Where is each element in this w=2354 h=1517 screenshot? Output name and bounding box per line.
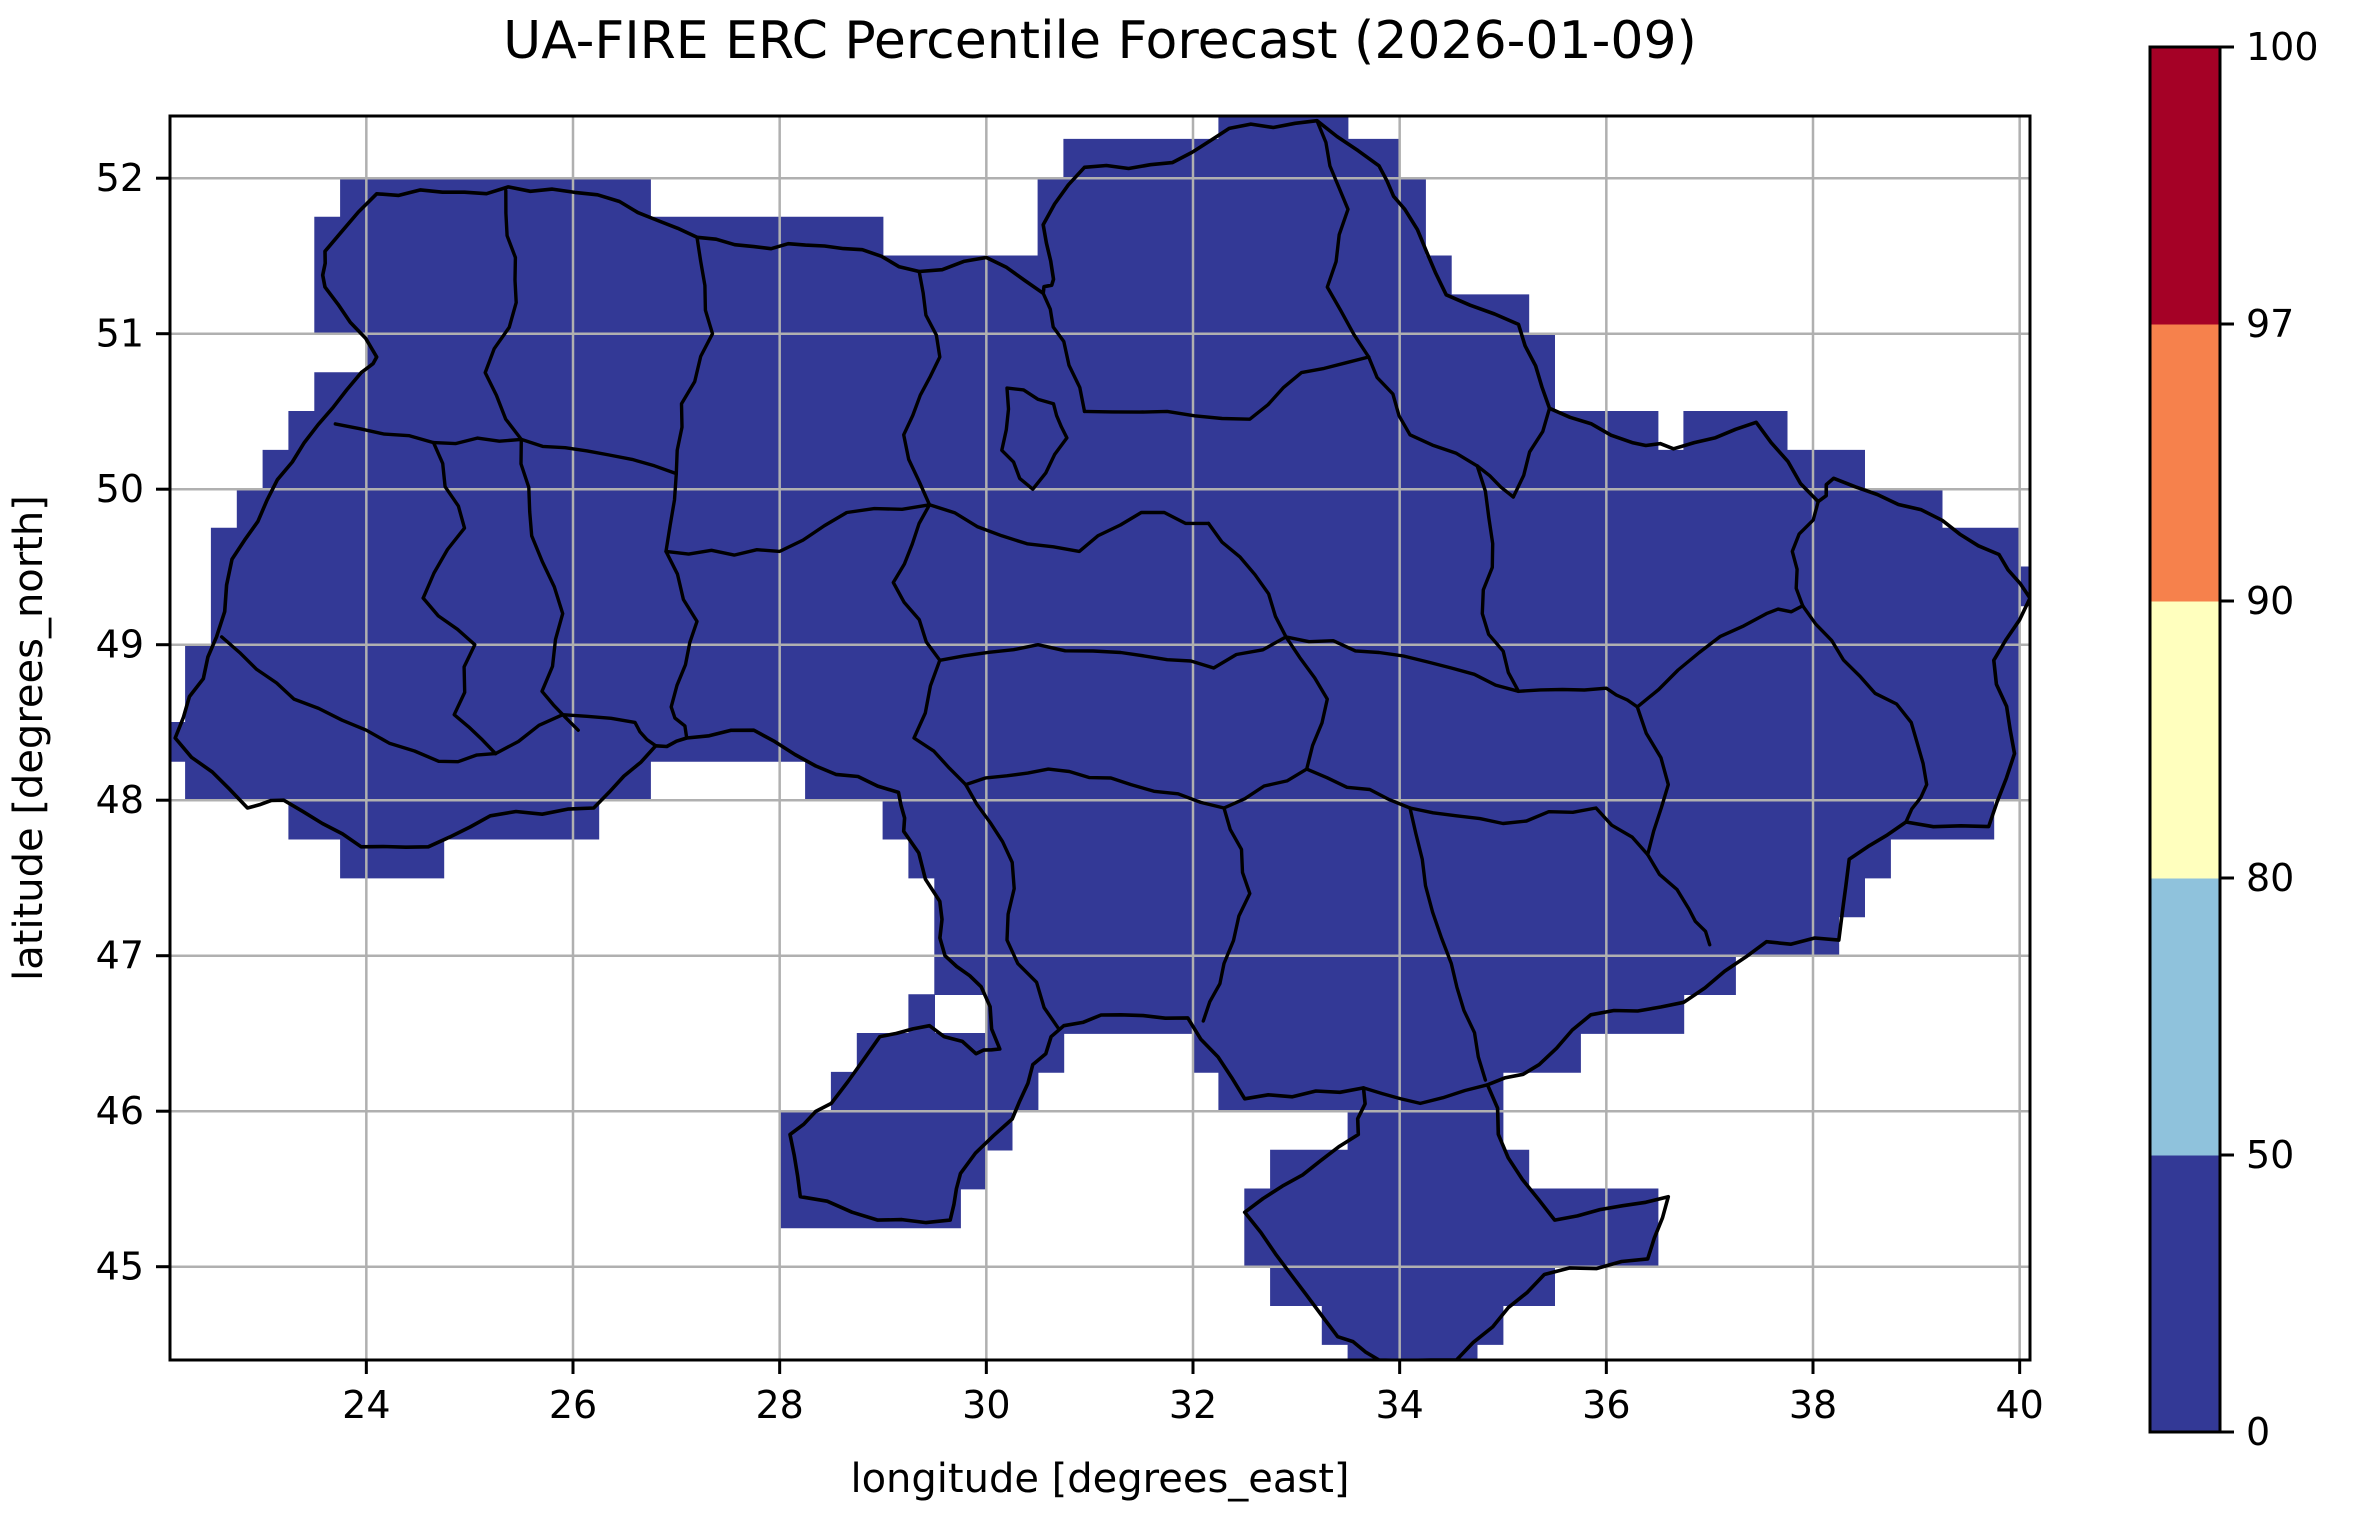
oblast-boundary-kharkiv-dnipro: [1516, 686, 1639, 709]
y-tick-label-50: 50: [96, 467, 144, 511]
oblast-boundary-kyiv-cherkasy: [927, 503, 1211, 554]
oblast-boundary-mykolaiv-kherson: [1201, 806, 1252, 1023]
colorbar-tick-label-0: 0: [2246, 1410, 2270, 1454]
axis-tick-layer: 24 26 28 30 32 34 36 38 40 45 46 47 48 49 50 51 52: [96, 156, 2044, 1427]
oblast-boundary-donetsk-zaporizhzhia: [1646, 852, 1712, 947]
colorbar-segment-80-90: [2150, 601, 2220, 879]
oblast-boundary-khmelnytskyi-vinnytsia: [664, 471, 699, 740]
oblast-boundary-rivne-zhytomyr: [674, 235, 715, 476]
oblast-boundary-kirovohrad-dnipro: [1284, 635, 1329, 771]
oblast-boundary-kharkiv-donetsk: [1635, 604, 1805, 709]
oblast-boundary-ivano-frankivsk: [421, 596, 498, 756]
oblast-boundary-volyn-rivne: [483, 188, 523, 442]
colorbar-tick-label-100: 100: [2246, 25, 2319, 69]
x-tick-label-26: 26: [549, 1383, 597, 1427]
admin-boundary-layer: [173, 118, 2030, 1360]
y-tick-label-48: 48: [96, 778, 144, 822]
oblast-boundary-northwest-belt: [333, 422, 678, 476]
oblast-boundary-kharkiv-luhansk: [1790, 499, 1820, 608]
x-tick-label-24: 24: [342, 1383, 390, 1427]
y-tick-label-49: 49: [96, 623, 144, 667]
y-tick-label-45: 45: [96, 1245, 144, 1289]
chart-title: UA-FIRE ERC Percentile Forecast (2026-01…: [503, 11, 1697, 71]
oblast-boundary-vinnytsia-east: [891, 503, 968, 787]
y-tick-label-52: 52: [96, 156, 144, 200]
oblast-boundary-kyiv-chernihiv: [1041, 291, 1087, 414]
x-axis-label: longitude [degrees_east]: [850, 1456, 1349, 1502]
oblast-boundary-sumy-poltava: [1367, 355, 1515, 499]
x-tick-label-34: 34: [1375, 1383, 1423, 1427]
y-tick-label-47: 47: [96, 934, 144, 978]
colorbar-segment-50-80: [2150, 878, 2220, 1156]
oblast-boundary-zaporizhzhia-north: [1408, 806, 1650, 857]
colorbar-tick-label-80: 80: [2246, 856, 2294, 900]
oblast-boundary-dnipro-donetsk: [1635, 705, 1670, 857]
ukraine-erc-raster: [170, 116, 2030, 1360]
oblast-boundary-cherkasy-poltava: [1206, 521, 1288, 639]
oblast-boundary-kyiv-city: [1000, 386, 1069, 491]
ukraine-raster-layer: [170, 116, 2030, 1360]
oblast-boundary-ternopil-khmelnytskyi: [519, 437, 580, 732]
colorbar-segment-97-100: [2150, 47, 2220, 325]
oblast-boundary-kherson-zaporizhzhia: [1408, 806, 1488, 1082]
x-tick-label-32: 32: [1169, 1383, 1217, 1427]
gridline-layer: [170, 116, 2030, 1360]
x-tick-label-36: 36: [1582, 1383, 1630, 1427]
colorbar-tick-label-50: 50: [2246, 1133, 2294, 1177]
oblast-boundary-poltava-dnipro: [1284, 635, 1521, 693]
y-axis-label: latitude [degrees_north]: [6, 495, 52, 981]
oblast-boundary-sumy-kharkiv: [1511, 406, 1552, 499]
colorbar-tick-label-97: 97: [2246, 302, 2294, 346]
colorbar-frame: [2148, 45, 2222, 1434]
x-tick-label-38: 38: [1789, 1383, 1837, 1427]
oblast-boundary-odesa-mykolaiv: [964, 782, 1061, 1031]
colorbar-tick-label-90: 90: [2246, 579, 2294, 623]
oblast-boundary-kirovohrad-south: [964, 767, 1412, 810]
oblast-boundary-poltava-kharkiv: [1475, 464, 1521, 693]
oblast-boundary-lviv-ternopil: [421, 440, 467, 600]
oblast-boundary-dniester-north: [493, 713, 658, 756]
y-tick-label-46: 46: [96, 1089, 144, 1133]
plot-area-frame: [168, 114, 2032, 1362]
x-tick-label-40: 40: [1995, 1383, 2043, 1427]
colorbar: 100 97 90 80 50 0: [2148, 25, 2319, 1454]
oblast-boundary-zhytomyr-kyiv: [902, 269, 942, 507]
colorbar-segment-90-97: [2150, 324, 2220, 602]
oblast-boundary-vinnytsia-north: [664, 503, 932, 557]
x-tick-label-30: 30: [962, 1383, 1010, 1427]
x-tick-label-28: 28: [755, 1383, 803, 1427]
oblast-boundary-chernihiv-sumy: [1315, 119, 1371, 359]
oblast-boundary-perekop: [1361, 1083, 1490, 1106]
colorbar-segment-0-50: [2150, 1155, 2220, 1433]
oblast-boundary-donetsk-luhansk: [1801, 604, 1929, 824]
ukraine-country-border: [173, 118, 2030, 1360]
oblast-boundary-cherkasy-kirovohrad: [938, 635, 1288, 670]
y-tick-label-51: 51: [96, 312, 144, 356]
oblast-boundary-chernihiv-poltava: [1082, 355, 1371, 421]
oblast-boundary-zakarpattia-ridge: [220, 635, 498, 764]
